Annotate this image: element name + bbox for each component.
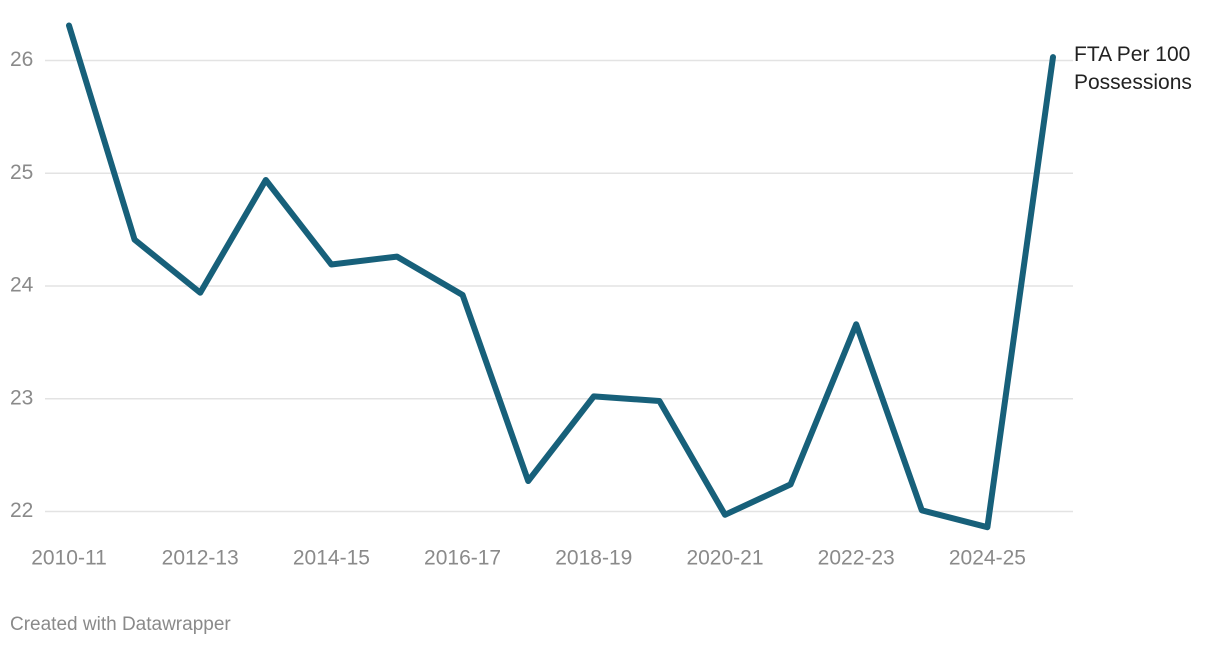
y-tick-label: 22 (10, 499, 33, 522)
y-tick-label: 25 (10, 161, 33, 184)
x-tick-label: 2022-23 (818, 547, 895, 570)
x-tick-label: 2024-25 (949, 547, 1026, 570)
x-tick-label: 2014-15 (293, 547, 370, 570)
x-tick-label: 2020-21 (686, 547, 763, 570)
data-line (66, 22, 1056, 531)
x-tick-label: 2016-17 (424, 547, 501, 570)
y-tick-label: 24 (10, 274, 34, 297)
series-label: FTA Per 100 Possessions (1074, 43, 1192, 94)
footer: Created with Datawrapper (10, 614, 231, 635)
x-tick-label: 2012-13 (162, 547, 239, 570)
x-tick-label: 2018-19 (555, 547, 632, 570)
y-tick-label: 23 (10, 386, 33, 409)
x-tick-label: 2010-11 (31, 547, 107, 570)
y-tick-label: 26 (10, 48, 33, 71)
